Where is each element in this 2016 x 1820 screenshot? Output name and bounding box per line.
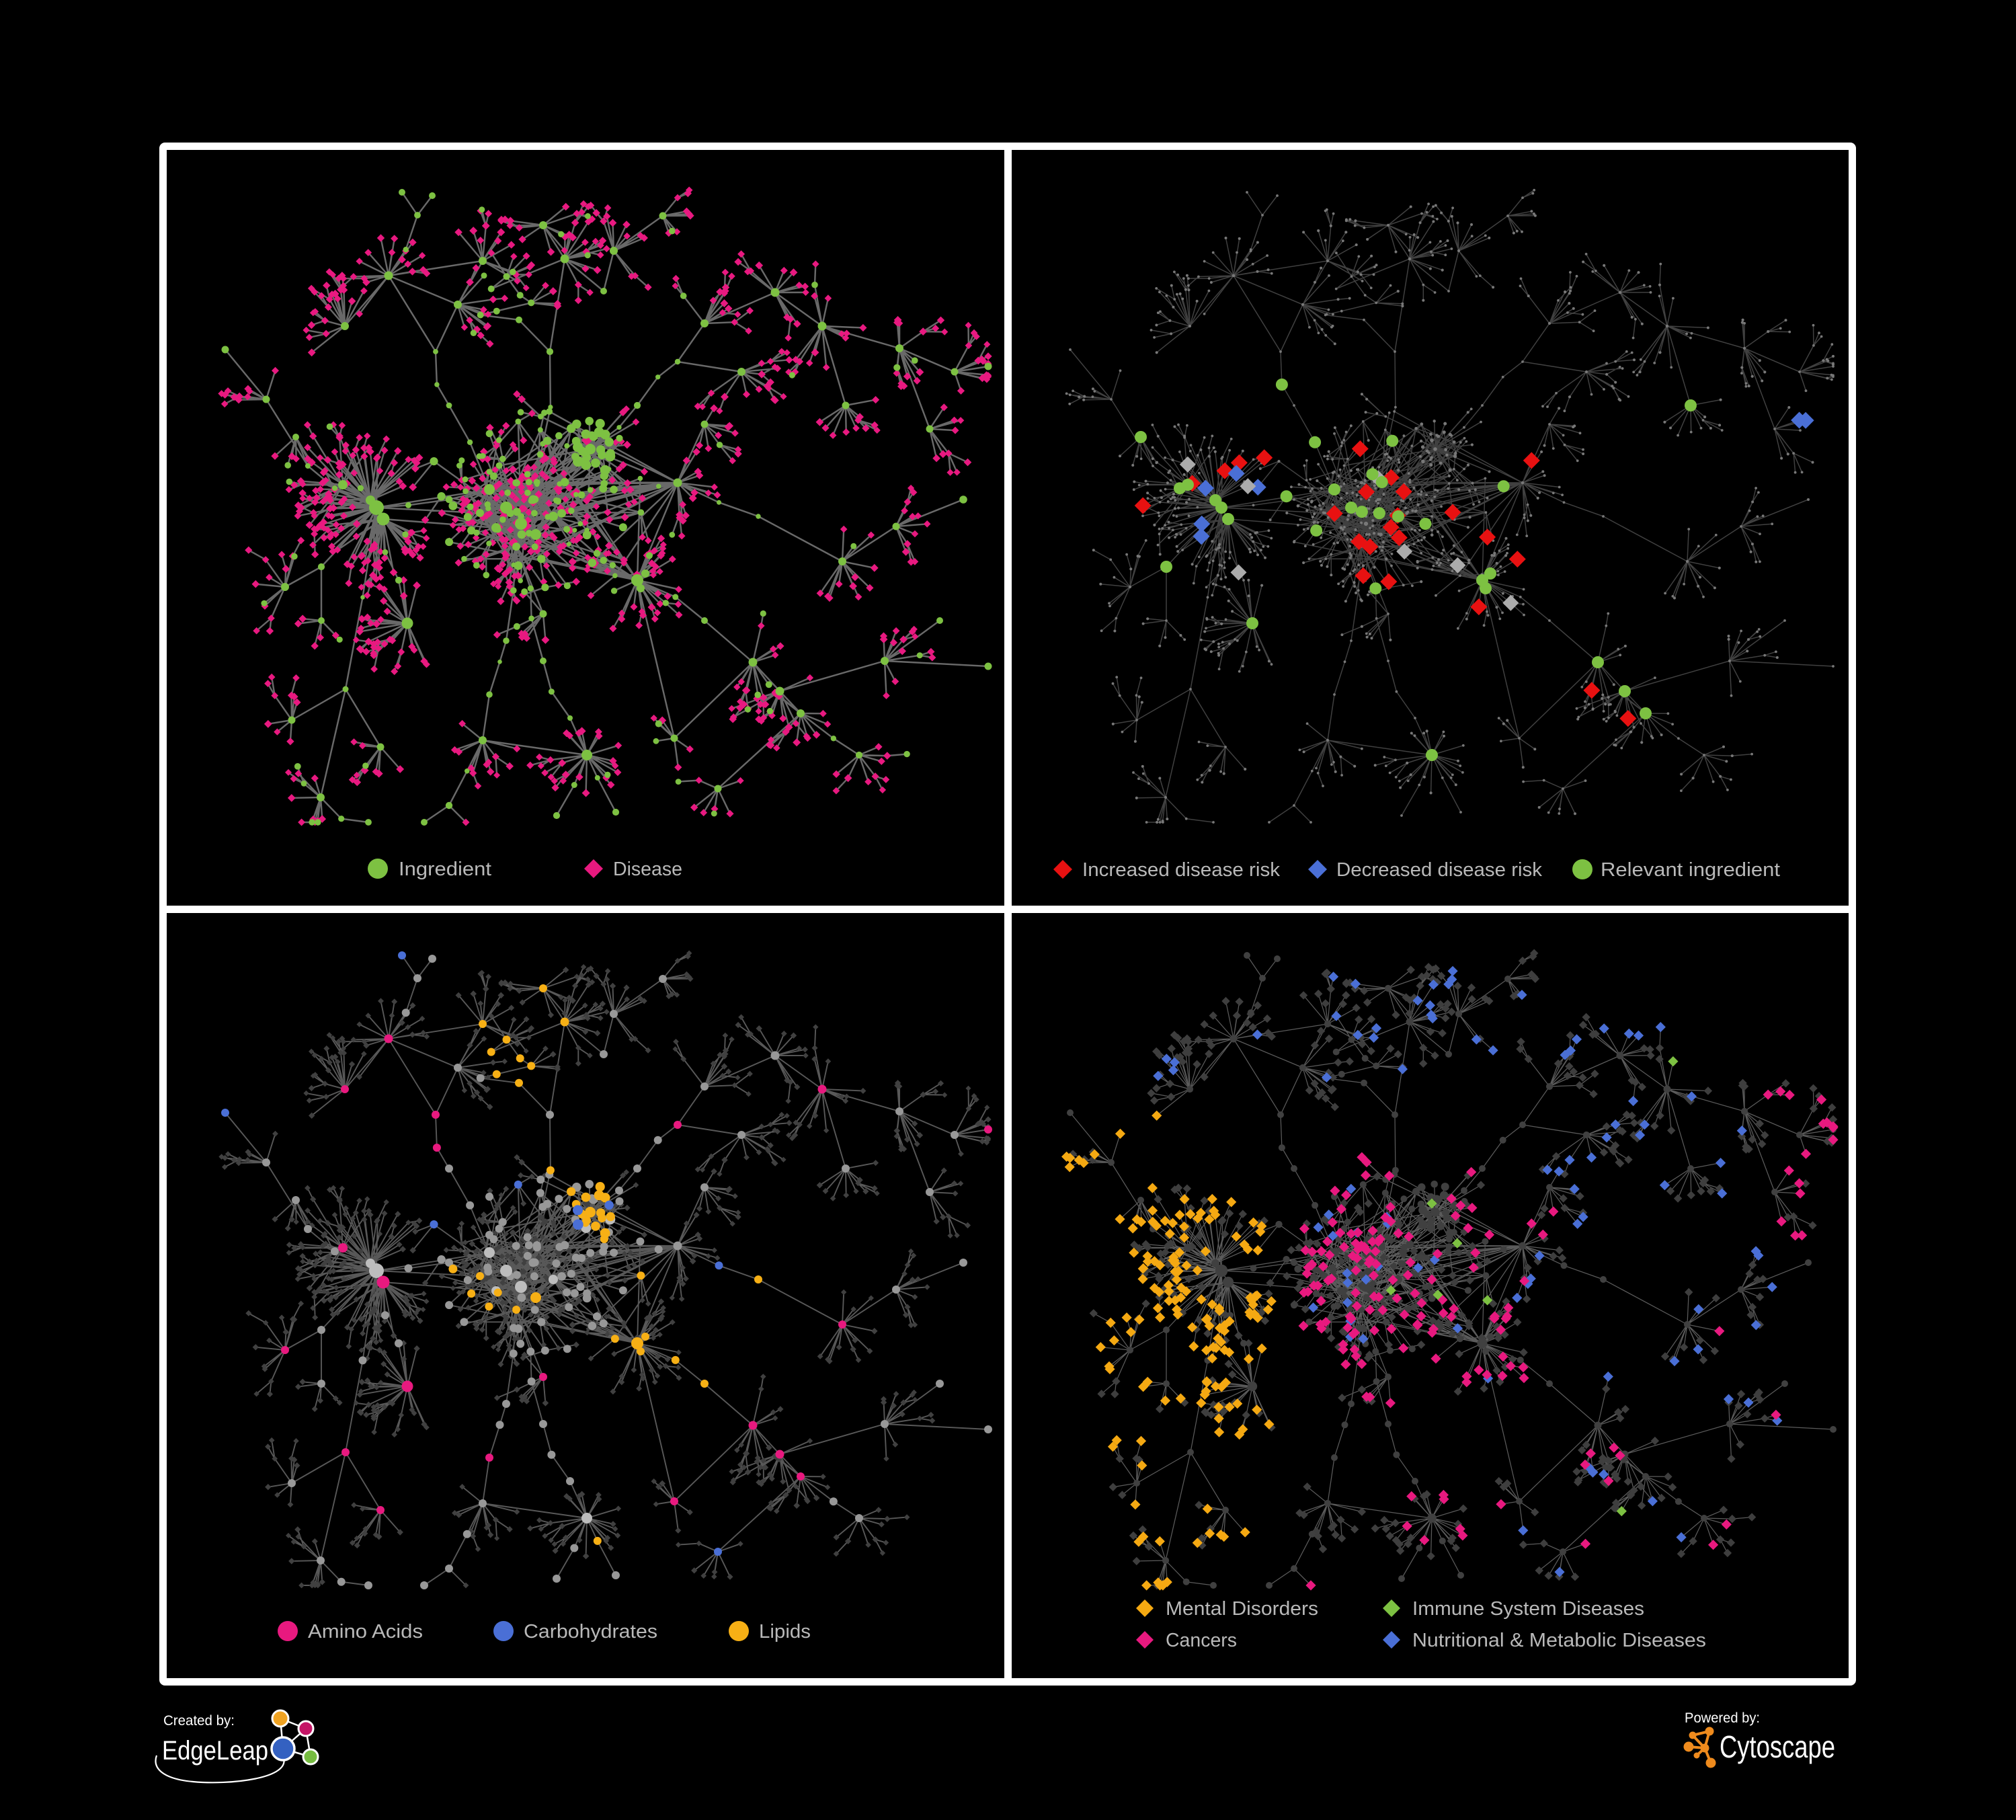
svg-text:Immune System Diseases: Immune System Diseases xyxy=(1412,1598,1644,1620)
svg-text:Decreased disease risk: Decreased disease risk xyxy=(1336,859,1542,881)
svg-text:Amino Acids: Amino Acids xyxy=(308,1621,423,1643)
svg-text:Cancers: Cancers xyxy=(1166,1630,1237,1651)
svg-text:Cytoscape: Cytoscape xyxy=(1720,1729,1835,1764)
svg-text:Created by:: Created by: xyxy=(163,1713,235,1729)
svg-text:Nutritional & Metabolic Diseas: Nutritional & Metabolic Diseases xyxy=(1412,1630,1706,1651)
svg-text:Lipids: Lipids xyxy=(759,1621,811,1643)
svg-text:Powered by:: Powered by: xyxy=(1685,1710,1760,1726)
svg-text:Carbohydrates: Carbohydrates xyxy=(524,1621,657,1643)
svg-text:Ingredient: Ingredient xyxy=(399,859,491,880)
svg-text:Mental Disorders: Mental Disorders xyxy=(1166,1598,1318,1620)
svg-text:EdgeLeap: EdgeLeap xyxy=(162,1736,268,1766)
svg-text:Relevant ingredient: Relevant ingredient xyxy=(1601,859,1780,881)
svg-text:Increased disease risk: Increased disease risk xyxy=(1082,859,1281,881)
svg-text:Disease: Disease xyxy=(613,859,682,880)
